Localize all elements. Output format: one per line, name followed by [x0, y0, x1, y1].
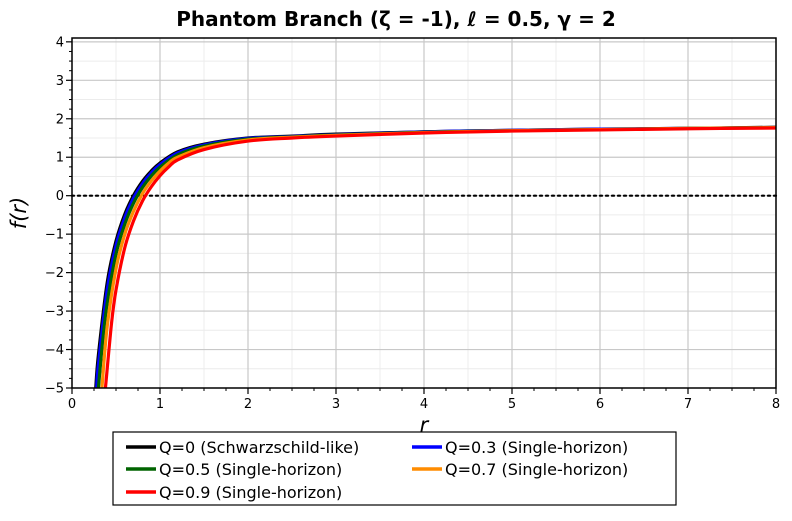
chart-title: Phantom Branch (ζ = -1), ℓ = 0.5, γ = 2: [176, 7, 616, 31]
x-tick-label: 7: [684, 397, 692, 412]
series-lines: [94, 125, 777, 389]
legend-label: Q=0.9 (Single-horizon): [159, 483, 342, 502]
series-line-4: [103, 126, 777, 389]
legend-label: Q=0.5 (Single-horizon): [159, 460, 342, 479]
y-tick-label: 1: [56, 151, 64, 166]
y-tick-label: −1: [45, 228, 64, 243]
y-tick-label: 0: [56, 189, 64, 204]
ticks: [66, 41, 777, 394]
y-tick-label: −3: [45, 305, 64, 320]
y-tick-label: 2: [56, 112, 64, 127]
x-tick-label: 6: [596, 397, 604, 412]
legend: Q=0 (Schwarzschild-like) Q=0.3 (Single-ho…: [112, 431, 677, 506]
x-tick-label: 0: [68, 397, 76, 412]
legend-label: Q=0.3 (Single-horizon): [445, 438, 628, 457]
y-axis-label: f(r): [7, 197, 31, 229]
y-tick-label: −4: [45, 343, 64, 358]
x-tick-label: 8: [772, 397, 780, 412]
y-tick-label: −2: [45, 266, 64, 281]
legend-box: [112, 431, 677, 506]
legend-label: Q=0 (Schwarzschild-like): [159, 438, 359, 457]
series-line-0: [94, 125, 777, 389]
x-tick-label: 3: [332, 397, 340, 412]
x-tick-label: 1: [156, 397, 164, 412]
y-tick-label: 3: [56, 74, 64, 89]
tick-labels: 0 1 2 3 4 5 6 7 8 −5 −4 −3 −2 −1 0 1 2 3 4: [45, 35, 780, 412]
y-tick-label: 4: [56, 35, 64, 50]
x-tick-label: 5: [508, 397, 516, 412]
y-tick-label: −5: [45, 382, 64, 397]
x-axis-label: r: [420, 413, 430, 437]
x-tick-label: 2: [244, 397, 252, 412]
legend-label: Q=0.7 (Single-horizon): [445, 460, 628, 479]
grid: [71, 38, 777, 388]
x-tick-label: 4: [420, 397, 428, 412]
